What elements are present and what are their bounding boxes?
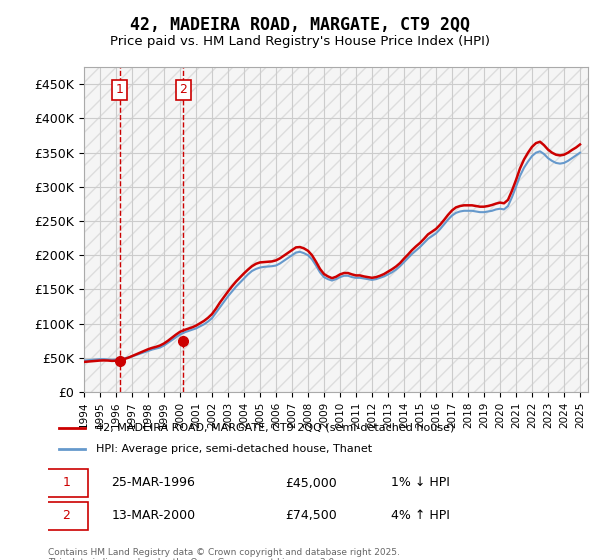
FancyBboxPatch shape — [46, 469, 88, 497]
Text: 2: 2 — [179, 83, 187, 96]
FancyBboxPatch shape — [46, 502, 88, 530]
Text: Price paid vs. HM Land Registry's House Price Index (HPI): Price paid vs. HM Land Registry's House … — [110, 35, 490, 49]
Text: £74,500: £74,500 — [286, 510, 337, 522]
Text: 1% ↓ HPI: 1% ↓ HPI — [391, 477, 450, 489]
Text: £45,000: £45,000 — [286, 477, 337, 489]
Text: 1: 1 — [62, 477, 70, 489]
Text: 42, MADEIRA ROAD, MARGATE, CT9 2QQ (semi-detached house): 42, MADEIRA ROAD, MARGATE, CT9 2QQ (semi… — [95, 423, 454, 433]
Text: 1: 1 — [116, 83, 124, 96]
Text: 25-MAR-1996: 25-MAR-1996 — [112, 477, 195, 489]
Text: HPI: Average price, semi-detached house, Thanet: HPI: Average price, semi-detached house,… — [95, 444, 371, 454]
Text: Contains HM Land Registry data © Crown copyright and database right 2025.
This d: Contains HM Land Registry data © Crown c… — [48, 548, 400, 560]
Text: 42, MADEIRA ROAD, MARGATE, CT9 2QQ: 42, MADEIRA ROAD, MARGATE, CT9 2QQ — [130, 16, 470, 34]
Text: 13-MAR-2000: 13-MAR-2000 — [112, 510, 196, 522]
Text: 4% ↑ HPI: 4% ↑ HPI — [391, 510, 450, 522]
Text: 2: 2 — [62, 510, 70, 522]
